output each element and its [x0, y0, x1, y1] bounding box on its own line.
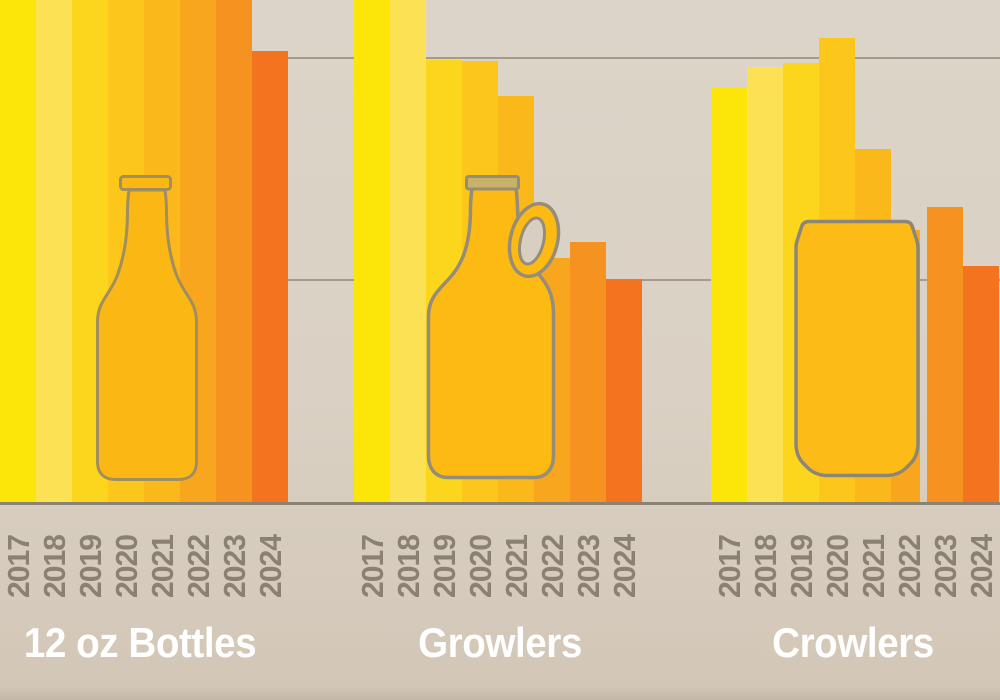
year-label-group2-2017: 2017	[355, 534, 390, 598]
bar-group1-2023	[216, 0, 252, 503]
bar-group3-2019	[783, 63, 819, 503]
year-label-group2-2023: 2023	[571, 534, 606, 598]
year-label-group1-2024: 2024	[253, 534, 288, 598]
year-label-group1-2019: 2019	[73, 534, 108, 598]
year-label-group3-2024: 2024	[964, 534, 999, 598]
year-label-group1-2018: 2018	[37, 534, 72, 598]
bar-group2-2021	[498, 96, 534, 503]
bar-group1-2019	[72, 0, 108, 503]
year-label-group2-2020: 2020	[463, 534, 498, 598]
bar-group2-2023	[570, 242, 606, 503]
bar-group3-2021	[855, 149, 891, 503]
year-label-group1-2023: 2023	[217, 534, 252, 598]
bar-group1-2018	[36, 0, 72, 503]
gridline-1	[0, 57, 1000, 59]
bar-group3-2017	[711, 88, 747, 503]
bar-group3-2018	[747, 67, 783, 503]
year-label-group3-2021: 2021	[856, 534, 891, 598]
bar-group3-2020	[819, 38, 855, 503]
year-label-group3-2019: 2019	[784, 534, 819, 598]
bar-group2-2017	[354, 0, 390, 503]
x-axis-baseline	[0, 502, 1000, 505]
bar-group2-2020	[462, 61, 498, 503]
year-label-group2-2022: 2022	[535, 534, 570, 598]
bar-group2-2019	[426, 60, 462, 503]
year-label-group3-2017: 2017	[712, 534, 747, 598]
bar-group2-2022	[534, 258, 570, 503]
bar-group2-2018	[390, 0, 426, 503]
bar-group1-2020	[108, 0, 144, 503]
caption-12oz-bottles: 12 oz Bottles	[23, 619, 257, 666]
bar-group2-2024	[606, 279, 642, 503]
year-label-group2-2021: 2021	[499, 534, 534, 598]
bar-group3-2023	[927, 207, 963, 503]
year-label-group1-2021: 2021	[145, 534, 180, 598]
bar-group1-2024	[252, 51, 288, 503]
bar-group1-2021	[144, 0, 180, 503]
bar-group1-2022	[180, 0, 216, 503]
year-label-group3-2023: 2023	[928, 534, 963, 598]
year-label-group2-2018: 2018	[391, 534, 426, 598]
year-label-group3-2022: 2022	[892, 534, 927, 598]
year-label-group3-2018: 2018	[748, 534, 783, 598]
caption-growlers: Growlers	[418, 619, 582, 666]
bar-group1-2017	[0, 0, 36, 503]
bar-group3-2022	[891, 230, 920, 503]
bar-group3-2024	[963, 266, 999, 503]
caption-crowlers: Crowlers	[772, 619, 934, 666]
year-label-group3-2020: 2020	[820, 534, 855, 598]
year-label-group1-2020: 2020	[109, 534, 144, 598]
year-label-group1-2022: 2022	[181, 534, 216, 598]
year-label-group2-2024: 2024	[607, 534, 642, 598]
year-label-group1-2017: 2017	[1, 534, 36, 598]
year-label-group2-2019: 2019	[427, 534, 462, 598]
